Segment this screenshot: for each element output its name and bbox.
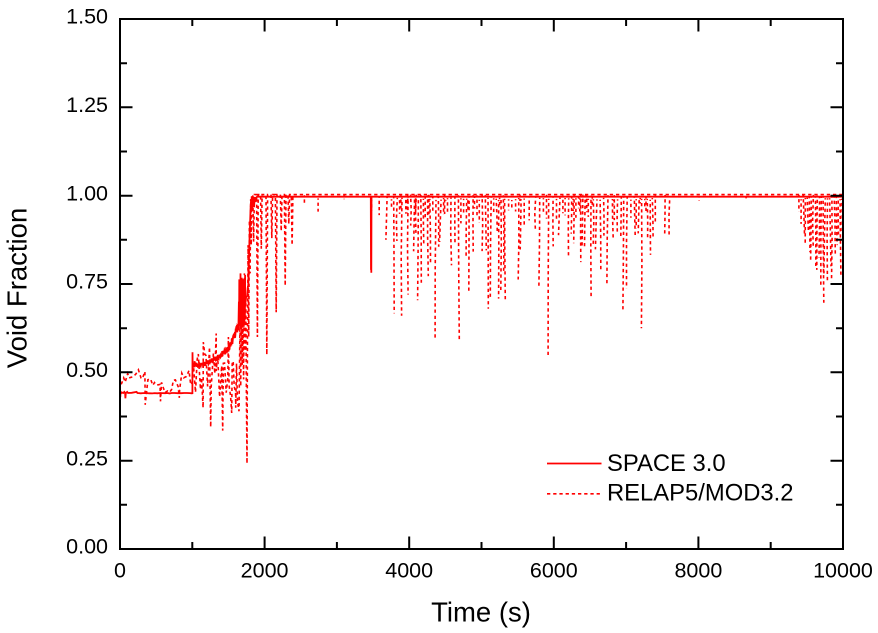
svg-text:4000: 4000 [385,559,433,583]
svg-text:0.00: 0.00 [66,535,108,559]
svg-text:0.50: 0.50 [66,358,108,382]
svg-text:6000: 6000 [530,559,578,583]
svg-text:Time (s): Time (s) [431,597,531,628]
svg-text:8000: 8000 [674,559,722,583]
svg-text:10000: 10000 [813,559,873,583]
svg-text:0.25: 0.25 [66,446,108,470]
svg-text:1.50: 1.50 [66,5,108,29]
svg-text:1.00: 1.00 [66,181,108,205]
svg-text:0: 0 [114,559,126,583]
svg-text:2000: 2000 [241,559,289,583]
svg-text:SPACE 3.0: SPACE 3.0 [607,450,726,477]
svg-text:Void Fraction: Void Fraction [2,208,33,369]
svg-text:RELAP5/MOD3.2: RELAP5/MOD3.2 [607,479,793,506]
svg-text:0.75: 0.75 [66,270,108,294]
svg-text:1.25: 1.25 [66,93,108,117]
